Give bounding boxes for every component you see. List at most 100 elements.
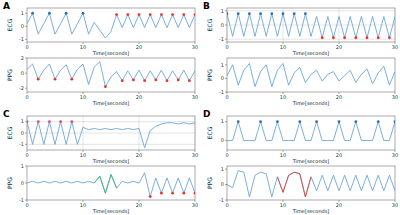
peak-marker bbox=[54, 78, 57, 81]
x-axis-label: Time[seconds] bbox=[292, 100, 330, 106]
x-tick-label: 20 bbox=[136, 94, 142, 100]
y-tick bbox=[25, 26, 27, 27]
x-tick-label: 0 bbox=[225, 94, 228, 100]
y-tick-label: 0 bbox=[221, 22, 224, 28]
x-tick-label: 30 bbox=[192, 202, 198, 208]
plot-frame bbox=[227, 58, 395, 92]
figure: 0102030-101ECGTime[seconds]A0102030-202P… bbox=[0, 0, 400, 215]
y-tick-label: 0 bbox=[21, 130, 24, 136]
peak-marker bbox=[48, 12, 51, 15]
x-tick-label: 30 bbox=[392, 202, 398, 208]
x-axis-label: Time[seconds] bbox=[292, 158, 330, 164]
peak-marker bbox=[321, 36, 324, 39]
peak-marker bbox=[154, 79, 157, 82]
y-tick bbox=[25, 39, 27, 40]
peak-marker bbox=[366, 36, 369, 39]
peak-marker bbox=[48, 120, 51, 123]
x-tick-label: 0 bbox=[25, 202, 28, 208]
peak-marker bbox=[149, 195, 152, 198]
peak-marker bbox=[377, 36, 380, 39]
x-tick-label: 10 bbox=[280, 44, 286, 50]
peak-marker bbox=[227, 12, 228, 15]
plot-frame bbox=[27, 8, 195, 42]
peak-marker bbox=[182, 192, 185, 195]
y-tick bbox=[225, 64, 227, 65]
subplot: 0102030-101PPGTime[seconds] bbox=[6, 163, 198, 214]
x-axis-label: Time[seconds] bbox=[92, 158, 130, 164]
panel-label: A bbox=[3, 1, 10, 11]
y-tick-label: -1 bbox=[219, 197, 224, 203]
y-axis-label: ECG bbox=[206, 126, 213, 139]
y-tick bbox=[25, 88, 27, 89]
plot-frame bbox=[227, 116, 395, 150]
peak-marker bbox=[338, 120, 341, 123]
y-tick-label: 1 bbox=[221, 8, 224, 14]
plot-frame bbox=[27, 116, 195, 150]
data-group bbox=[27, 62, 195, 88]
peak-marker bbox=[194, 13, 195, 16]
x-tick-label: 30 bbox=[192, 94, 198, 100]
peak-marker bbox=[70, 120, 73, 123]
peak-marker bbox=[182, 13, 185, 16]
y-tick bbox=[225, 140, 227, 141]
y-tick-label: 1 bbox=[221, 62, 224, 68]
y-tick-label: 1 bbox=[221, 118, 224, 124]
y-tick bbox=[225, 200, 227, 201]
grid-line bbox=[227, 10, 395, 11]
signal-line bbox=[94, 175, 116, 194]
peak-marker bbox=[31, 12, 34, 15]
x-tick-label: 20 bbox=[336, 44, 342, 50]
peak-marker bbox=[315, 120, 318, 123]
signal-line bbox=[27, 173, 195, 197]
peak-marker bbox=[394, 120, 395, 123]
y-tick-label: 0 bbox=[21, 23, 24, 29]
y-tick-label: -1 bbox=[19, 197, 24, 203]
grid-line bbox=[27, 121, 195, 122]
signal-line bbox=[227, 171, 395, 197]
x-axis-label: Time[seconds] bbox=[92, 208, 130, 214]
x-tick-label: 10 bbox=[80, 152, 86, 158]
peak-marker bbox=[37, 78, 40, 81]
peak-marker bbox=[237, 12, 240, 15]
panel-label: B bbox=[203, 1, 210, 11]
y-tick bbox=[25, 144, 27, 145]
x-tick-label: 0 bbox=[225, 202, 228, 208]
y-tick bbox=[225, 39, 227, 40]
y-tick bbox=[225, 169, 227, 170]
signal-line bbox=[227, 63, 395, 86]
x-tick-label: 0 bbox=[225, 152, 228, 158]
subplot: 0102030-202PPGTime[seconds] bbox=[6, 55, 198, 106]
peak-marker bbox=[27, 120, 28, 123]
x-tick-label: 0 bbox=[25, 152, 28, 158]
peak-marker bbox=[171, 192, 174, 195]
peak-marker bbox=[149, 13, 152, 16]
x-tick-label: 10 bbox=[280, 202, 286, 208]
y-tick bbox=[225, 92, 227, 93]
peak-marker bbox=[304, 12, 307, 15]
data-group bbox=[227, 120, 395, 140]
data-group bbox=[227, 171, 395, 197]
y-tick-label: -1 bbox=[219, 89, 224, 95]
signal-line bbox=[227, 122, 395, 141]
peak-marker bbox=[343, 36, 346, 39]
peak-marker bbox=[248, 12, 251, 15]
subplot: 0102030-101PPGTime[seconds] bbox=[206, 58, 398, 106]
signal-line bbox=[277, 172, 311, 197]
signal-line bbox=[227, 14, 395, 38]
y-tick-label: 1 bbox=[221, 166, 224, 172]
y-tick-label: -2 bbox=[19, 85, 24, 91]
y-tick bbox=[25, 200, 27, 201]
plot-frame bbox=[27, 166, 195, 200]
peak-marker bbox=[188, 79, 191, 82]
x-tick-label: 20 bbox=[336, 152, 342, 158]
peak-marker bbox=[388, 36, 391, 39]
subplot: 0102030-101ECGTime[seconds]C bbox=[3, 109, 198, 164]
y-tick-label: -1 bbox=[19, 141, 24, 147]
y-tick-label: -1 bbox=[219, 36, 224, 42]
x-tick-label: 10 bbox=[80, 202, 86, 208]
peak-marker bbox=[115, 13, 118, 16]
y-tick bbox=[25, 166, 27, 167]
peak-marker bbox=[126, 13, 129, 16]
y-tick-label: 0 bbox=[221, 137, 224, 143]
x-tick-label: 10 bbox=[80, 94, 86, 100]
